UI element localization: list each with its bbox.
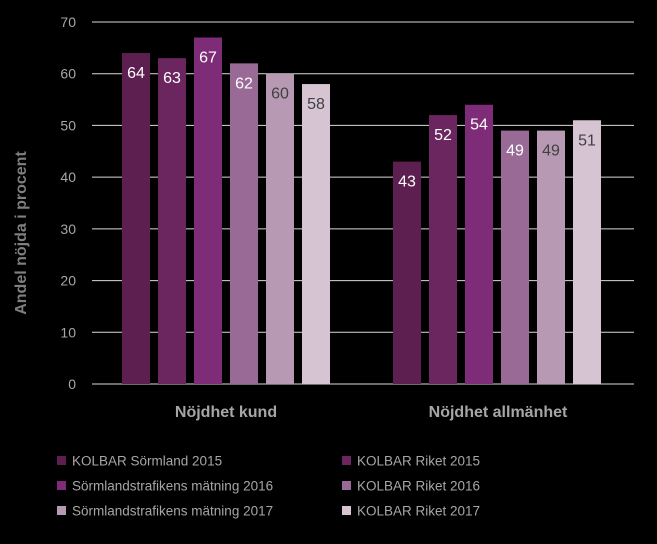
legend-swatch xyxy=(342,456,351,465)
bar xyxy=(122,53,150,385)
legend-swatch xyxy=(342,481,351,490)
data-label: 54 xyxy=(470,117,488,134)
legend-item: KOLBAR Riket 2016 xyxy=(342,479,480,494)
bar xyxy=(393,161,421,384)
legend-swatch xyxy=(57,481,66,490)
bar xyxy=(194,37,222,385)
legend-item: KOLBAR Sörmland 2015 xyxy=(57,454,222,469)
legend-label: KOLBAR Riket 2016 xyxy=(357,479,480,494)
data-labels: 64 63 67 62 60 58 43 52 54 49 49 51 xyxy=(127,50,596,191)
y-tick-label: 0 xyxy=(68,376,76,392)
legend-item: Sörmlandstrafikens mätning 2016 xyxy=(57,479,273,494)
x-axis-categories: Nöjdhet kund Nöjdhet allmänhet xyxy=(175,404,568,421)
x-category-label: Nöjdhet kund xyxy=(175,404,277,421)
bar xyxy=(465,104,493,384)
legend-item: KOLBAR Riket 2017 xyxy=(342,504,480,519)
legend-swatch xyxy=(342,506,351,515)
y-axis-label: Andel nöjda i procent xyxy=(13,151,30,315)
legend-label: Sörmlandstrafikens mätning 2017 xyxy=(72,504,273,519)
y-tick-label: 50 xyxy=(60,117,76,133)
data-label: 51 xyxy=(578,132,596,149)
legend-swatch xyxy=(57,456,66,465)
legend: KOLBAR Sörmland 2015 KOLBAR Riket 2015 Sör… xyxy=(57,454,480,519)
data-label: 43 xyxy=(398,174,416,191)
bar xyxy=(158,58,186,384)
y-axis-ticks: 0 10 20 30 40 50 60 70 xyxy=(60,14,76,392)
bar xyxy=(537,130,565,384)
data-label: 58 xyxy=(307,96,325,113)
y-tick-label: 40 xyxy=(60,169,76,185)
y-tick-label: 20 xyxy=(60,273,76,289)
y-tick-label: 70 xyxy=(60,14,76,30)
data-label: 67 xyxy=(199,50,217,67)
legend-label: Sörmlandstrafikens mätning 2016 xyxy=(72,479,273,494)
legend-label: KOLBAR Riket 2015 xyxy=(357,454,480,469)
bar xyxy=(266,73,294,384)
data-label: 62 xyxy=(235,75,253,92)
data-label: 52 xyxy=(434,127,452,144)
legend-label: KOLBAR Sörmland 2015 xyxy=(72,454,222,469)
legend-label: KOLBAR Riket 2017 xyxy=(357,504,480,519)
x-category-label: Nöjdhet allmänhet xyxy=(429,404,568,421)
legend-item: Sörmlandstrafikens mätning 2017 xyxy=(57,504,273,519)
data-label: 64 xyxy=(127,65,145,82)
legend-swatch xyxy=(57,506,66,515)
data-label: 49 xyxy=(506,143,524,160)
data-label: 49 xyxy=(542,143,560,160)
y-tick-label: 60 xyxy=(60,66,76,82)
bar xyxy=(302,84,330,385)
y-tick-label: 10 xyxy=(60,324,76,340)
legend-item: KOLBAR Riket 2015 xyxy=(342,454,480,469)
bar xyxy=(429,115,457,384)
data-label: 60 xyxy=(271,86,289,103)
bars xyxy=(122,37,601,385)
bar xyxy=(230,63,258,384)
bar xyxy=(573,120,601,384)
bar xyxy=(501,130,529,384)
data-label: 63 xyxy=(163,70,181,87)
y-tick-label: 30 xyxy=(60,221,76,237)
